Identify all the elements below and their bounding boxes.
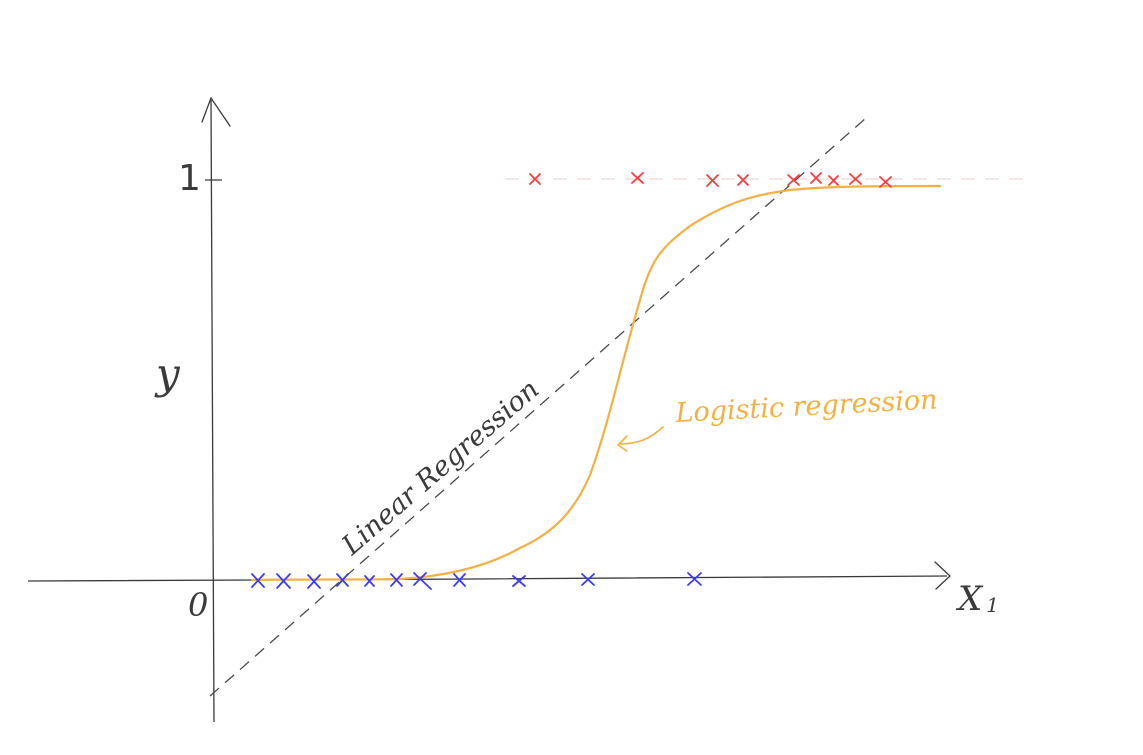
x-axis-label-letter: X xyxy=(955,579,984,619)
negative-marker xyxy=(307,574,321,589)
positive-marker xyxy=(879,176,892,188)
negative-marker xyxy=(687,572,702,586)
linear-regression-line xyxy=(209,117,867,697)
negative-marker xyxy=(581,573,595,586)
logistic-regression-curve xyxy=(250,184,942,582)
positive-marker xyxy=(810,172,822,184)
y-tick-one-label: 1 xyxy=(178,158,201,199)
positive-marker xyxy=(737,174,749,186)
negative-marker xyxy=(251,573,265,588)
negative-marker xyxy=(413,572,432,590)
negative-marker xyxy=(453,573,466,587)
negative-marker xyxy=(364,575,375,587)
x-axis-arrowhead xyxy=(934,561,951,590)
negative-marker xyxy=(276,573,291,589)
positive-marker xyxy=(631,172,644,184)
positive-marker xyxy=(706,174,719,187)
x-axis-label-subscript: 1 xyxy=(986,593,999,617)
positive-marker xyxy=(787,174,800,186)
logistic-label-pointer-arrow xyxy=(616,426,664,452)
positive-marker xyxy=(828,175,839,186)
linear-regression-label: Linear Regression xyxy=(335,374,545,562)
y-axis-label: y xyxy=(154,349,181,398)
logistic-regression-label: Logistic regression xyxy=(674,384,938,429)
negative-marker xyxy=(390,573,403,587)
positive-marker xyxy=(529,173,541,185)
y-axis-arrowhead xyxy=(201,96,231,127)
x-axis xyxy=(27,575,948,582)
positive-class-markers xyxy=(529,172,892,188)
negative-marker xyxy=(336,573,349,587)
origin-label: 0 xyxy=(188,586,208,624)
y-axis xyxy=(210,99,215,723)
negative-marker xyxy=(512,575,526,587)
negative-class-markers xyxy=(251,572,702,590)
positive-marker xyxy=(849,173,862,185)
